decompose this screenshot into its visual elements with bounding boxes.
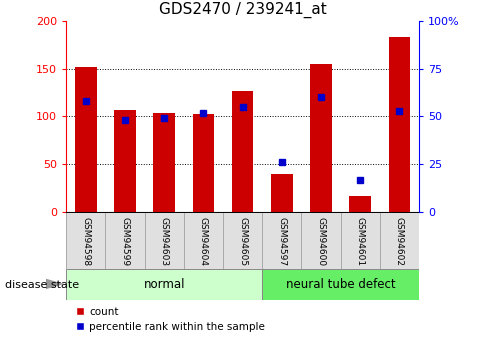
Text: GSM94605: GSM94605 xyxy=(238,217,247,266)
Bar xyxy=(389,37,410,212)
FancyBboxPatch shape xyxy=(105,212,145,269)
Text: neural tube defect: neural tube defect xyxy=(286,278,395,291)
FancyBboxPatch shape xyxy=(145,212,184,269)
FancyBboxPatch shape xyxy=(301,212,341,269)
Legend: count, percentile rank within the sample: count, percentile rank within the sample xyxy=(72,303,269,336)
Text: GSM94599: GSM94599 xyxy=(121,217,129,266)
Bar xyxy=(349,196,371,212)
Bar xyxy=(153,112,175,212)
FancyBboxPatch shape xyxy=(380,212,419,269)
Text: GSM94601: GSM94601 xyxy=(356,217,365,266)
Text: normal: normal xyxy=(144,278,185,291)
Title: GDS2470 / 239241_at: GDS2470 / 239241_at xyxy=(159,2,326,18)
Text: disease state: disease state xyxy=(5,280,79,289)
Bar xyxy=(232,91,253,212)
Text: GSM94600: GSM94600 xyxy=(317,217,325,266)
Bar xyxy=(75,67,97,212)
FancyBboxPatch shape xyxy=(66,212,105,269)
Text: GSM94597: GSM94597 xyxy=(277,217,286,266)
Polygon shape xyxy=(46,279,64,289)
FancyBboxPatch shape xyxy=(262,212,301,269)
Text: GSM94598: GSM94598 xyxy=(81,217,90,266)
FancyBboxPatch shape xyxy=(341,212,380,269)
Bar xyxy=(114,110,136,212)
FancyBboxPatch shape xyxy=(223,212,262,269)
Text: GSM94603: GSM94603 xyxy=(160,217,169,266)
Text: GSM94602: GSM94602 xyxy=(395,217,404,266)
Bar xyxy=(310,64,332,212)
FancyBboxPatch shape xyxy=(66,269,262,300)
FancyBboxPatch shape xyxy=(184,212,223,269)
FancyBboxPatch shape xyxy=(262,269,419,300)
Bar xyxy=(271,174,293,212)
Bar xyxy=(193,114,214,212)
Text: GSM94604: GSM94604 xyxy=(199,217,208,266)
